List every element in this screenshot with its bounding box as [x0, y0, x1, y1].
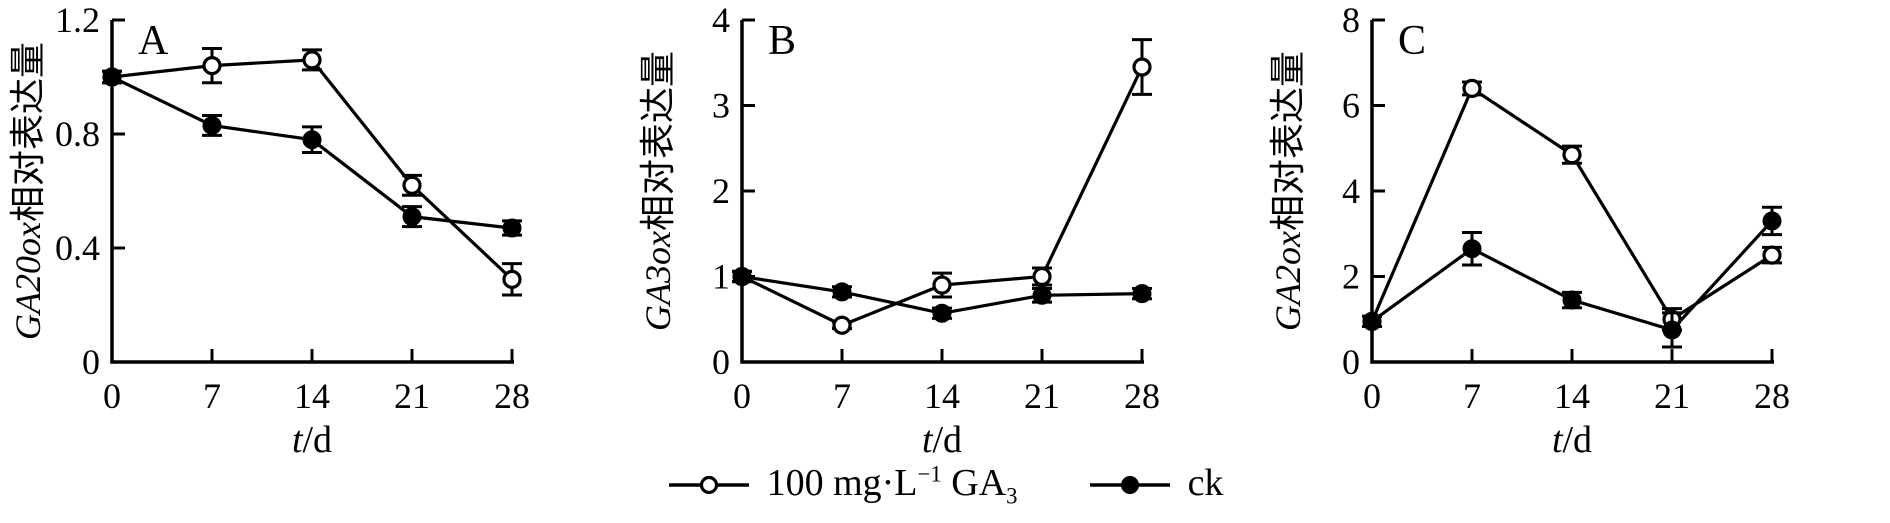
data-point-filled-circle	[502, 218, 522, 238]
y-tick-label: 4	[1342, 171, 1360, 211]
axes	[1370, 20, 1774, 364]
y-tick-label: 0	[712, 342, 730, 382]
data-point-open-circle	[502, 269, 522, 289]
y-tick-label: 6	[1342, 86, 1360, 126]
data-point-open-circle	[1762, 245, 1782, 265]
series-ck	[1362, 205, 1782, 349]
y-tick-label: 2	[712, 171, 730, 211]
data-point-open-circle	[1032, 266, 1052, 287]
panel-b-ga3ox-chart: 0 1 2 3 4 0 7 14 21 28 B GA3ox相对表达量 t/d	[638, 0, 1160, 461]
series-line	[1371, 219, 1774, 332]
x-tick-label: 21	[394, 376, 430, 416]
data-point-filled-circle	[202, 115, 222, 135]
x-tick-label: 28	[1754, 376, 1790, 416]
y-axis-label: GA2ox相对表达量	[1268, 51, 1308, 331]
data-point-open-circle	[1462, 78, 1482, 99]
legend-item-ck: ck	[1088, 461, 1224, 510]
legend-label-text: 100 mg·L	[766, 461, 918, 504]
y-tick-label: 0	[82, 342, 100, 382]
chart-legend: 100 mg·L−1 GA3 ck	[0, 456, 1890, 514]
series-ga3	[732, 38, 1152, 335]
y-tick-label: 0.8	[55, 114, 100, 154]
data-point-open-circle	[1132, 57, 1152, 77]
data-point-filled-circle	[732, 267, 752, 286]
data-point-filled-circle	[832, 282, 852, 302]
x-tick-label: 14	[1554, 376, 1590, 416]
x-tick-label: 21	[1654, 376, 1690, 416]
x-axis-label: t/d	[922, 419, 962, 461]
y-tick-label: 0.4	[55, 228, 100, 268]
data-point-open-circle	[202, 55, 222, 76]
y-axis-label: GA20ox相对表达量	[8, 42, 48, 340]
open-circle-marker-icon	[668, 475, 749, 495]
data-point-open-circle	[302, 50, 322, 70]
data-point-open-circle	[1562, 145, 1582, 165]
x-tick-label: 0	[733, 376, 751, 416]
series-line	[111, 58, 514, 281]
data-point-filled-circle	[932, 303, 952, 323]
y-tick-label: 4	[712, 0, 730, 40]
legend-label-text: ck	[1187, 461, 1224, 504]
data-point-filled-circle	[1132, 284, 1152, 304]
data-point-filled-circle	[1762, 211, 1782, 231]
series-ck	[732, 267, 1152, 323]
filled-circle-marker-icon	[1089, 476, 1170, 494]
data-point-filled-circle	[102, 67, 122, 87]
x-axis-label: t/d	[1552, 419, 1592, 461]
data-point-open-circle	[932, 275, 952, 295]
data-point-filled-circle	[1662, 320, 1682, 340]
x-tick-label: 28	[1124, 376, 1160, 416]
axes	[740, 20, 1144, 364]
data-point-open-circle	[832, 315, 852, 335]
y-tick-label: 1	[712, 257, 730, 297]
data-point-filled-circle	[1032, 285, 1052, 305]
y-tick-label: 0	[1342, 342, 1360, 382]
panel-a-ga20ox-chart: 0 0.4 0.8 1.2 0 7 14 21 28 A GA20ox相对表达量 t/d	[8, 0, 530, 461]
legend-open-circle	[699, 475, 718, 495]
y-tick-label: 8	[1342, 0, 1360, 40]
data-point-open-circle	[402, 175, 422, 195]
data-point-filled-circle	[1562, 290, 1582, 310]
legend-item-ga3: 100 mg·L−1 GA3	[667, 461, 1018, 510]
x-tick-label: 7	[833, 376, 851, 416]
data-point-filled-circle	[402, 207, 422, 227]
x-tick-label: 7	[203, 376, 221, 416]
legend-label-ck: ck	[1188, 461, 1224, 510]
x-tick-label: 0	[103, 376, 121, 416]
panel-letter: B	[768, 18, 796, 64]
data-point-filled-circle	[1362, 311, 1382, 331]
x-tick-label: 28	[494, 376, 530, 416]
data-point-filled-circle	[302, 130, 322, 150]
x-tick-label: 14	[924, 376, 960, 416]
x-tick-label: 7	[1463, 376, 1481, 416]
series-ga3	[102, 47, 522, 297]
legend-label-superscript: −1	[917, 461, 942, 487]
data-point-filled-circle	[1462, 239, 1482, 259]
x-tick-label: 14	[294, 376, 330, 416]
legend-label-text: GA	[941, 461, 1007, 504]
x-axis-label: t/d	[292, 419, 332, 461]
y-axis-label: GA3ox相对表达量	[638, 51, 678, 331]
legend-label-ga3: 100 mg·L−1 GA3	[767, 461, 1018, 510]
series-ck	[102, 67, 522, 238]
panel-c-ga2ox-chart: 0 2 4 6 8 0 7 14 21 28 C GA2ox相对表达量 t/d	[1268, 0, 1790, 461]
y-tick-label: 2	[1342, 257, 1360, 297]
y-tick-label: 1.2	[55, 0, 100, 40]
y-tick-label: 3	[712, 86, 730, 126]
x-tick-label: 0	[1363, 376, 1381, 416]
panel-letter: A	[138, 18, 169, 64]
legend-label-subscript: 3	[1006, 483, 1018, 509]
x-tick-label: 21	[1024, 376, 1060, 416]
panel-letter: C	[1398, 18, 1426, 64]
legend-filled-circle	[1120, 476, 1139, 494]
